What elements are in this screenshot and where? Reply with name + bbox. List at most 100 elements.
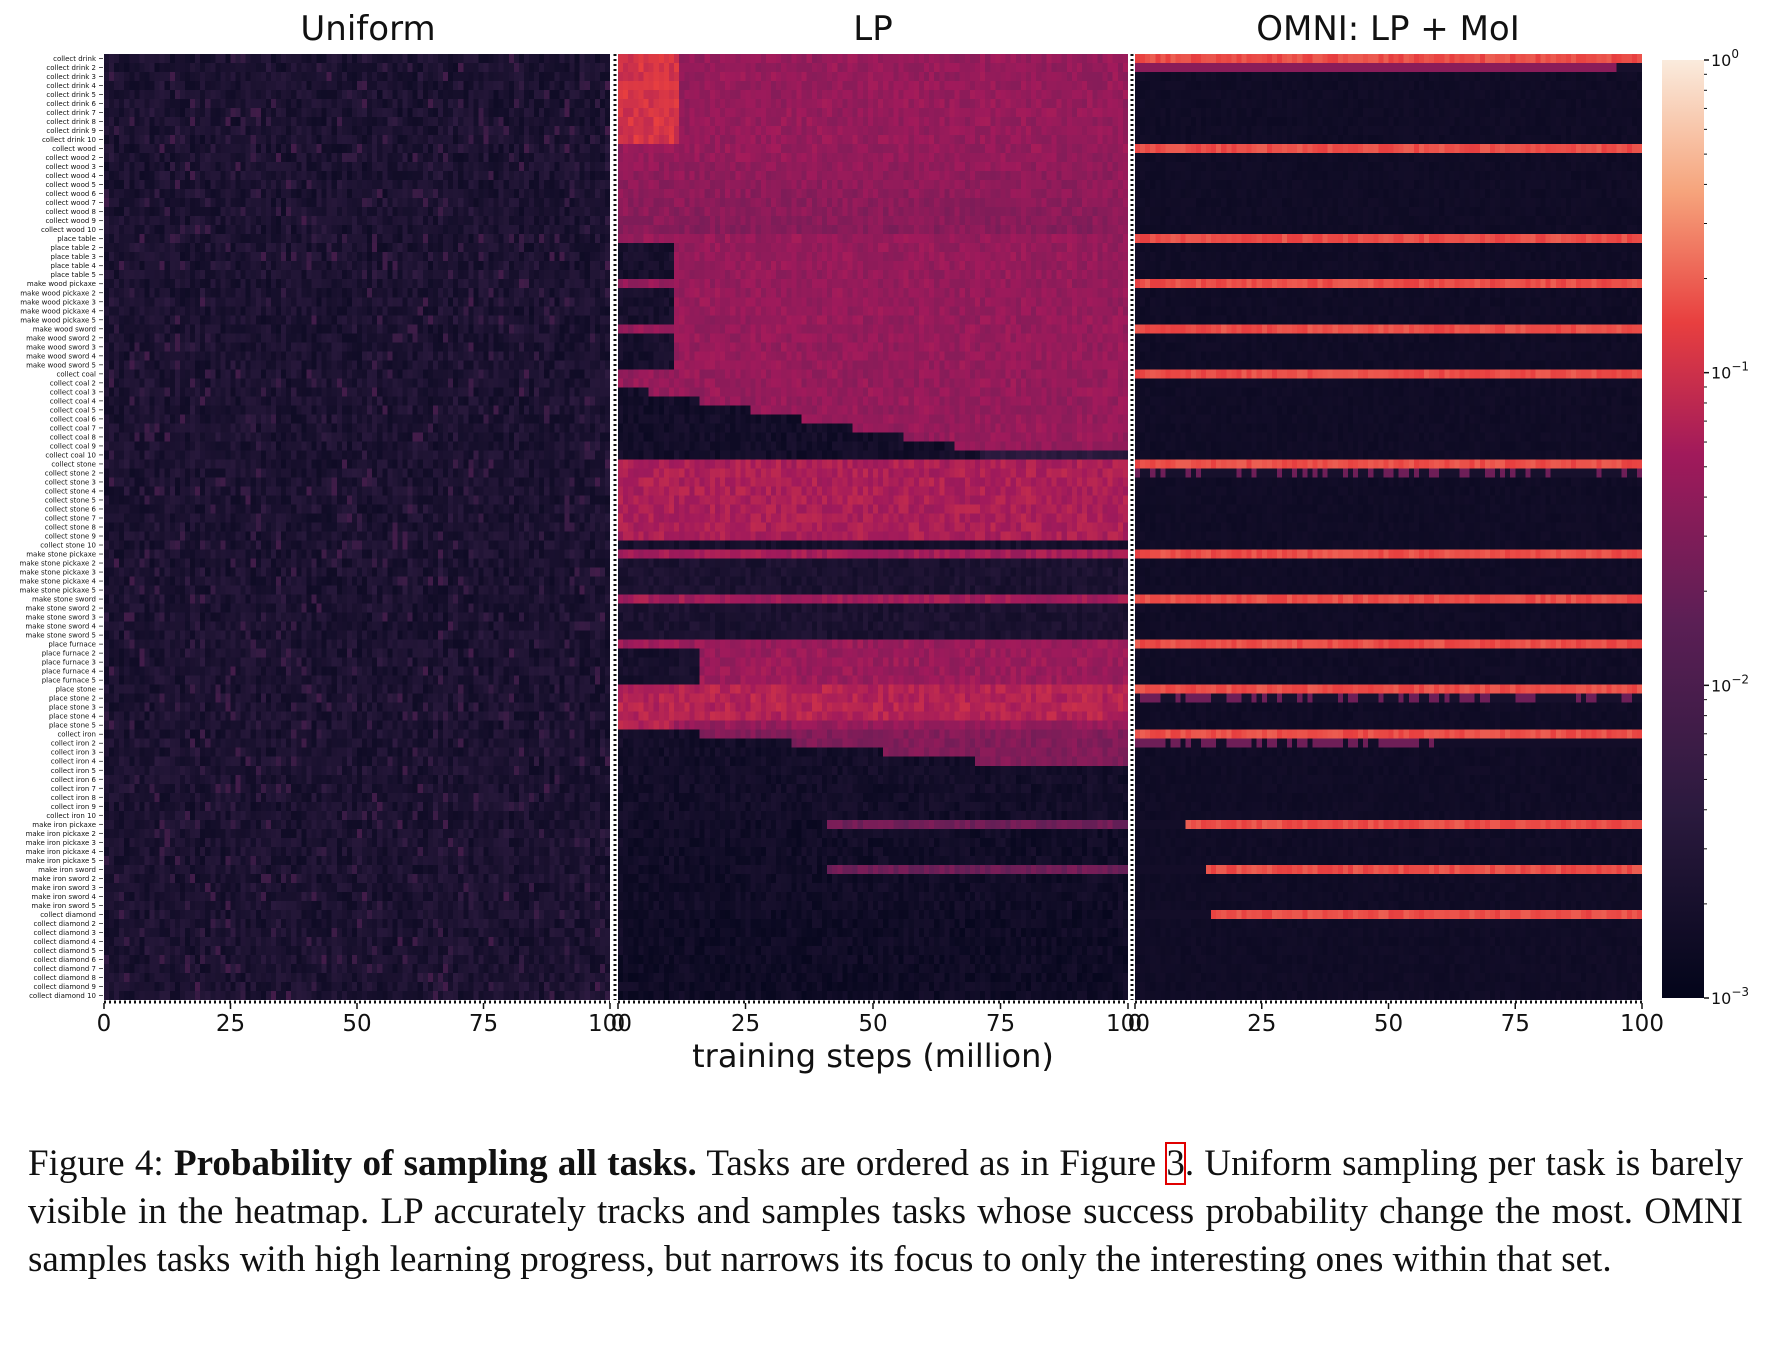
figure: Uniform LP OMNI: LP + MoI collect drinkc… [20, 9, 1750, 1075]
task-label: make wood pickaxe [27, 280, 96, 288]
task-label: collect stone 4 [45, 487, 97, 495]
panel-title-lp: LP [853, 9, 892, 49]
task-label: collect diamond 4 [34, 938, 97, 946]
figure-ref-link[interactable]: 3 [1165, 1142, 1186, 1185]
task-label: collect coal 8 [50, 433, 96, 441]
task-label: collect coal 5 [50, 406, 96, 414]
task-label: make wood pickaxe 5 [20, 316, 96, 324]
panel-title-uniform: Uniform [300, 9, 435, 49]
task-label: collect coal 10 [45, 451, 96, 459]
task-label: collect drink 9 [46, 127, 96, 135]
heatmap-panels [104, 54, 1642, 1004]
task-label: collect coal 3 [50, 388, 96, 396]
x-tick-label: 75 [986, 1011, 1015, 1037]
task-label: make wood pickaxe 4 [20, 307, 96, 315]
task-label: make stone pickaxe [26, 551, 96, 559]
task-label: collect diamond 6 [34, 956, 97, 964]
panel-title-omni: OMNI: LP + MoI [1256, 9, 1520, 49]
x-tick-label: 25 [1247, 1011, 1276, 1037]
x-tick-label: 50 [1374, 1011, 1403, 1037]
figure-caption: Figure 4: Probability of sampling all ta… [28, 1140, 1743, 1284]
task-label: collect iron 6 [51, 776, 97, 784]
task-label: collect diamond 7 [34, 965, 96, 973]
task-label: make stone sword 5 [25, 632, 96, 640]
task-label: collect wood 10 [41, 226, 96, 234]
task-label: place furnace [48, 641, 96, 649]
x-tick-label: 0 [611, 1011, 626, 1037]
task-label: make wood pickaxe 3 [20, 298, 96, 306]
task-label: place table [57, 235, 96, 243]
task-label: collect drink 7 [46, 109, 96, 117]
task-label: collect stone 9 [45, 533, 96, 541]
x-tick-label: 25 [216, 1011, 245, 1037]
task-label: collect stone 10 [40, 542, 96, 550]
task-label: collect iron 7 [51, 785, 96, 793]
colorbar-tick-label: 10−3 [1711, 985, 1749, 1008]
task-label: collect stone 5 [45, 496, 96, 504]
task-label: collect diamond 9 [34, 983, 96, 991]
task-label: collect drink 2 [46, 64, 96, 72]
task-label: make iron pickaxe 5 [26, 857, 96, 865]
task-label: collect coal 9 [50, 442, 96, 450]
task-label: make iron sword 3 [31, 884, 96, 892]
task-label: make iron pickaxe 2 [26, 830, 96, 838]
task-label: make stone sword [32, 596, 96, 604]
task-label: collect diamond 10 [29, 992, 96, 1000]
task-label: collect iron 10 [46, 812, 96, 820]
task-label: collect iron 2 [51, 740, 96, 748]
task-label: collect wood 9 [45, 217, 96, 225]
task-label: collect diamond 5 [34, 947, 96, 955]
colorbar-tick-label: 10−2 [1711, 672, 1749, 695]
task-label: place furnace 4 [42, 668, 97, 676]
task-label: collect coal [56, 370, 96, 378]
colorbar-tick-label: 10−1 [1711, 360, 1749, 383]
task-label: place stone [56, 686, 96, 694]
x-tick-label: 50 [342, 1011, 371, 1037]
task-label: make iron pickaxe 4 [26, 848, 97, 856]
task-label: place table 4 [51, 262, 97, 270]
task-label: collect wood 7 [45, 199, 96, 207]
task-label: collect coal 6 [50, 415, 97, 423]
x-tick-label: 50 [858, 1011, 887, 1037]
task-label: collect iron 3 [51, 749, 96, 757]
task-label: collect iron 9 [51, 803, 96, 811]
task-label: collect stone [51, 460, 96, 468]
task-label: make stone sword 2 [25, 605, 96, 613]
x-tick-label: 100 [1106, 1011, 1150, 1037]
x-tick-label: 0 [1128, 1011, 1143, 1037]
task-label: make stone sword 3 [25, 614, 96, 622]
task-label: make stone pickaxe 2 [20, 560, 96, 568]
task-label: make iron sword 2 [31, 875, 96, 883]
task-label: place furnace 5 [42, 677, 96, 685]
task-label: collect drink 3 [46, 73, 96, 81]
task-label: make wood sword [33, 325, 96, 333]
task-label: collect coal 4 [50, 397, 97, 405]
task-label: collect diamond 3 [34, 929, 96, 937]
task-label: make wood pickaxe 2 [20, 289, 96, 297]
heatmap-omni [1135, 54, 1642, 1000]
colorbar-ticks: 100 10−1 10−2 10−3 [1704, 47, 1749, 1008]
x-tick-label: 75 [469, 1011, 498, 1037]
task-label: collect drink 4 [46, 82, 96, 90]
task-label: place stone 5 [49, 722, 96, 730]
task-label: collect drink 10 [42, 136, 96, 144]
task-label: make wood sword 3 [26, 343, 96, 351]
task-label: place furnace 2 [42, 650, 96, 658]
task-label: collect drink 8 [46, 118, 96, 126]
task-label: make iron sword [38, 866, 96, 874]
task-label: make wood sword 4 [26, 352, 96, 360]
task-label: make iron pickaxe 3 [26, 839, 96, 847]
task-label: collect stone 6 [45, 505, 97, 513]
task-label: collect stone 3 [45, 478, 96, 486]
task-label: collect iron 8 [51, 794, 96, 802]
task-label: place furnace 3 [42, 659, 96, 667]
task-label: collect drink 5 [46, 91, 96, 99]
task-label: make stone pickaxe 4 [20, 578, 97, 586]
x-tick-label: 0 [97, 1011, 112, 1037]
task-label: collect drink 6 [46, 100, 96, 108]
task-label: place table 2 [51, 244, 96, 252]
task-label: collect drink [53, 55, 97, 63]
colorbar [1662, 60, 1704, 998]
x-tick-label: 25 [731, 1011, 760, 1037]
